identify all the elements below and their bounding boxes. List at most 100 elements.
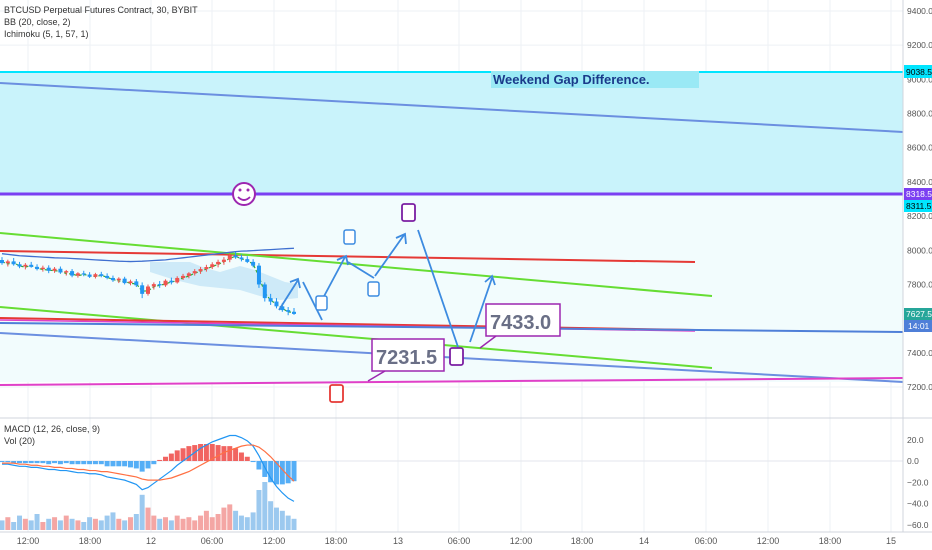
upper-blue-trendline[interactable] xyxy=(0,82,904,133)
volume-bar xyxy=(273,507,279,530)
candle-body xyxy=(93,274,98,277)
volume-bar xyxy=(75,520,81,530)
macd-axis[interactable]: 20.0 0.0 −20.0 −40.0 −60.0 xyxy=(907,435,929,530)
volume-bar xyxy=(262,482,268,530)
time-tick-label: 06:00 xyxy=(201,536,224,546)
volume-bar xyxy=(98,520,104,530)
price-tick-label: 9000.0 xyxy=(907,74,932,84)
price-tick-label: 7200.0 xyxy=(907,382,932,392)
candle-body xyxy=(99,274,104,276)
macd-hist-bar xyxy=(203,444,209,461)
candle-body xyxy=(81,273,86,275)
macd-hist-bar xyxy=(34,461,40,464)
macd-hist-bar xyxy=(63,461,69,464)
volume-bar xyxy=(46,518,52,530)
symbol-legend[interactable]: BTCUSD Perpetual Futures Contract, 30, B… xyxy=(4,5,198,15)
candle-body xyxy=(46,267,51,271)
magenta-floor-line[interactable] xyxy=(0,377,904,386)
macd-hist-bar xyxy=(81,461,87,465)
volume-bar xyxy=(163,517,169,530)
candle-body xyxy=(128,281,133,284)
badge-mid2-label: 8311.5 xyxy=(906,201,932,211)
macd-hist-bar xyxy=(285,461,291,484)
time-tick-label: 12:00 xyxy=(17,536,40,546)
volume-bars xyxy=(0,482,297,530)
candle-body xyxy=(0,260,4,264)
arrow-5-head xyxy=(395,232,407,245)
time-tick-label: 12:00 xyxy=(510,536,533,546)
macd-hist-bar xyxy=(198,444,204,461)
target-low-pointer xyxy=(367,370,386,382)
macd-histogram xyxy=(0,444,297,485)
time-tick-label: 18:00 xyxy=(79,536,102,546)
candle-body xyxy=(227,255,232,260)
macd-legend[interactable]: MACD (12, 26, close, 9) xyxy=(4,424,100,434)
time-tick-label: 13 xyxy=(393,536,403,546)
macd-hist-bar xyxy=(279,461,285,485)
macd-hist-bar xyxy=(238,452,244,461)
weekend-gap-zone xyxy=(0,72,903,194)
candle-body xyxy=(204,267,209,270)
macd-tick-label: −60.0 xyxy=(907,520,929,530)
target-low-label: 7231.5 xyxy=(376,347,437,369)
volume-bar xyxy=(180,518,186,530)
bb-legend[interactable]: BB (20, close, 2) xyxy=(4,17,71,27)
macd-hist-bar xyxy=(17,461,23,464)
macd-hist-bar xyxy=(186,446,192,461)
macd-hist-bar xyxy=(233,448,239,461)
time-tick-label: 12 xyxy=(146,536,156,546)
volume-bar xyxy=(244,517,250,530)
candle-body xyxy=(140,285,145,294)
macd-hist-bar xyxy=(122,461,128,467)
candle-body xyxy=(40,267,45,270)
hand-pointer-icons xyxy=(315,229,380,311)
volume-bar xyxy=(139,494,145,530)
macd-hist-bar xyxy=(11,461,17,464)
target-low-box[interactable] xyxy=(371,338,445,372)
volume-bar xyxy=(256,490,262,530)
volume-bar xyxy=(122,520,128,530)
macd-hist-bar xyxy=(168,453,174,461)
vol-legend[interactable]: Vol (20) xyxy=(4,436,35,446)
candle-body xyxy=(198,269,203,272)
target-high-label: 7433.0 xyxy=(490,312,551,334)
time-tick-label: 06:00 xyxy=(448,536,471,546)
arrow-3 xyxy=(321,256,346,301)
volume-bar xyxy=(22,518,28,530)
price-tick-label: 9400.0 xyxy=(907,6,932,16)
volume-bar xyxy=(186,517,192,530)
arrow-4 xyxy=(347,261,375,279)
candle-body xyxy=(221,259,226,262)
macd-hist-bar xyxy=(98,461,104,465)
gap-label-bg xyxy=(491,71,699,88)
target-high-box[interactable] xyxy=(485,303,561,337)
candle-body xyxy=(181,275,186,278)
time-axis[interactable]: 12:00 18:00 12 06:00 12:00 18:00 13 06:00 12:00 1… xyxy=(17,536,896,546)
ichimoku-legend[interactable]: Ichimoku (5, 1, 57, 1) xyxy=(4,29,89,39)
candle-body xyxy=(105,275,110,278)
time-tick-label: 12:00 xyxy=(263,536,286,546)
candle-body xyxy=(35,266,40,270)
volume-bar xyxy=(17,515,23,530)
time-tick-label: 18:00 xyxy=(819,536,842,546)
candle-body xyxy=(163,280,168,286)
volume-bar xyxy=(279,510,285,530)
price-tick-label: 8600.0 xyxy=(907,143,932,153)
candle-body xyxy=(268,298,273,302)
volume-bar xyxy=(192,520,198,530)
green-upper-channel[interactable] xyxy=(0,232,713,297)
volume-bar xyxy=(104,515,110,530)
red-resistance-line[interactable] xyxy=(0,250,696,263)
candle-body xyxy=(245,259,250,262)
smiley-mouth xyxy=(237,196,251,201)
smiley-eye-left xyxy=(238,188,242,192)
macd-hist-bar xyxy=(268,461,274,483)
green-lower-channel[interactable] xyxy=(0,306,713,369)
volume-bar xyxy=(145,507,151,530)
candle-body xyxy=(23,264,28,267)
macd-hist-bar xyxy=(75,461,81,465)
volume-bar xyxy=(238,515,244,530)
volume-bar xyxy=(28,520,34,530)
macd-hist-bar xyxy=(273,461,279,485)
